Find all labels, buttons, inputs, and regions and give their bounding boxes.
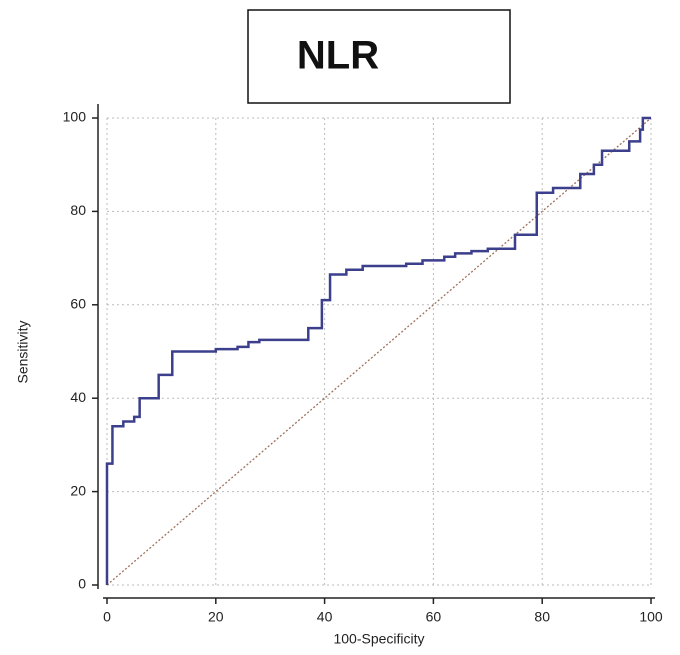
x-tick-label: 0 [103, 609, 111, 625]
x-tick-label: 100 [639, 609, 663, 625]
y-axis-label: Sensitivity [15, 320, 31, 383]
y-tick-label: 100 [63, 109, 87, 125]
y-tick-label: 0 [78, 576, 86, 592]
y-tick-label: 80 [70, 202, 86, 218]
roc-curve [105, 116, 651, 585]
x-tick-label: 20 [208, 609, 224, 625]
y-tick-label: 60 [70, 296, 86, 312]
x-tick-label: 60 [426, 609, 442, 625]
y-tick-label: 20 [70, 482, 86, 498]
x-axis-label: 100-Specificity [333, 631, 424, 647]
x-tick-label: 80 [534, 609, 550, 625]
x-tick-label: 40 [317, 609, 333, 625]
title-box [247, 9, 511, 104]
y-tick-label: 40 [70, 389, 86, 405]
reference-line [106, 117, 652, 586]
chart-title: NLR [297, 34, 379, 78]
